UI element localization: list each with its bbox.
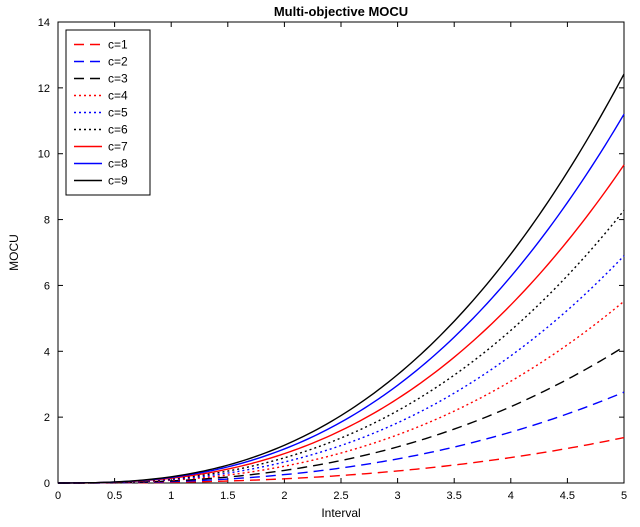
x-tick-label: 1.5: [220, 490, 235, 502]
y-tick-label: 6: [44, 280, 50, 292]
x-tick-label: 5: [621, 490, 627, 502]
x-tick-label: 4: [508, 490, 514, 502]
legend-label-c4: c=4: [108, 89, 128, 103]
y-tick-label: 0: [44, 478, 50, 490]
x-tick-label: 1: [168, 490, 174, 502]
legend-label-c7: c=7: [108, 140, 128, 154]
legend-label-c8: c=8: [108, 157, 128, 171]
mocu-chart: 0 0.5 1 1.5 2 2.5 3 3.5 4 4.5 5 0 2 4 6 8 10 12 14 Multi-…: [0, 0, 640, 527]
x-tick-label: 3: [395, 490, 401, 502]
x-tick-label: 0.5: [107, 490, 122, 502]
y-tick-label: 14: [38, 17, 50, 29]
x-tick-label: 3.5: [447, 490, 462, 502]
legend-label-c1: c=1: [108, 38, 128, 52]
y-tick-label: 10: [38, 149, 50, 161]
chart-title: Multi-objective MOCU: [274, 4, 408, 19]
y-tick-label: 4: [44, 346, 50, 358]
y-tick-label: 12: [38, 83, 50, 95]
y-tick-label: 2: [44, 412, 50, 424]
x-tick-label: 2: [281, 490, 287, 502]
x-tick-label: 4.5: [560, 490, 575, 502]
legend-label-c9: c=9: [108, 174, 128, 188]
legend-label-c3: c=3: [108, 72, 128, 86]
x-tick-label: 2.5: [333, 490, 348, 502]
x-axis-label: Interval: [321, 506, 360, 520]
legend: c=1 c=2 c=3 c=4 c=5 c=6 c=7 c=8 c=9: [66, 30, 150, 195]
legend-label-c6: c=6: [108, 123, 128, 137]
y-axis-label: MOCU: [7, 234, 21, 271]
x-tick-label: 0: [55, 490, 61, 502]
legend-label-c5: c=5: [108, 106, 128, 120]
legend-label-c2: c=2: [108, 55, 128, 69]
y-tick-label: 8: [44, 215, 50, 227]
